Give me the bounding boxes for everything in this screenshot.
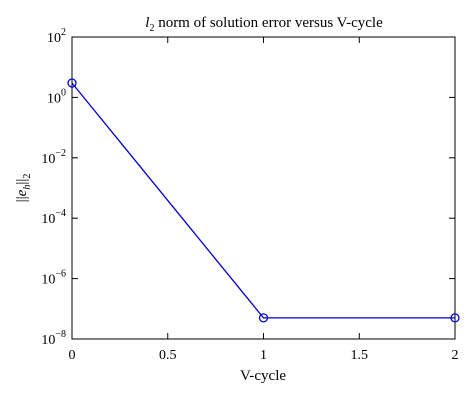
title-text: norm of solution error versus V-cycle (154, 15, 383, 31)
y-tick-label: 10−8 (41, 329, 66, 348)
x-tick-label: 2 (452, 348, 459, 363)
title-variable: l (145, 15, 149, 31)
y-tick-label-exponent: 0 (61, 87, 66, 98)
y-axis-label: ||eh||2 (14, 174, 33, 203)
y-label-subscript: 2 (22, 174, 33, 179)
y-label-close: || (14, 179, 30, 185)
series-layer (67, 78, 460, 323)
x-tick-label: 0.5 (159, 348, 177, 363)
y-tick-label-exponent: −8 (55, 329, 66, 340)
data-point-marker (67, 78, 77, 88)
y-tick-label-base: 10 (41, 152, 55, 167)
chart-title: l2 norm of solution error versus V-cycle (145, 15, 383, 34)
y-tick-label: 102 (47, 27, 66, 46)
plot-frame (71, 36, 456, 340)
data-point-marker (450, 313, 460, 323)
x-tick-label: 1.5 (351, 348, 369, 363)
y-tick-label-exponent: −4 (55, 208, 66, 219)
x-tick-label: 1 (260, 348, 267, 363)
y-tick-label: 10−2 (41, 148, 66, 167)
y-tick-label: 10−4 (41, 208, 66, 227)
y-tick-label: 100 (47, 87, 66, 106)
data-point-marker (258, 313, 269, 323)
y-tick-label-base: 10 (47, 91, 61, 106)
y-tick-label-base: 10 (41, 333, 55, 348)
series-line (71, 82, 455, 319)
title-variable-subscript: 2 (149, 23, 154, 34)
y-label-variable: e (14, 189, 30, 196)
y-tick-label-exponent: −6 (55, 269, 66, 280)
y-tick-label: 10−6 (41, 269, 66, 288)
y-tick-label-base: 10 (47, 31, 61, 46)
y-label-variable-subscript: h (22, 185, 33, 190)
y-tick-label-exponent: 2 (61, 27, 66, 38)
y-tick-label-exponent: −2 (55, 148, 66, 159)
x-axis-label: V-cycle (240, 368, 286, 384)
y-tick-label-base: 10 (41, 212, 55, 227)
x-tick-label: 0 (69, 348, 76, 363)
y-label-open: || (14, 196, 30, 202)
y-tick-label-base: 10 (41, 273, 55, 288)
